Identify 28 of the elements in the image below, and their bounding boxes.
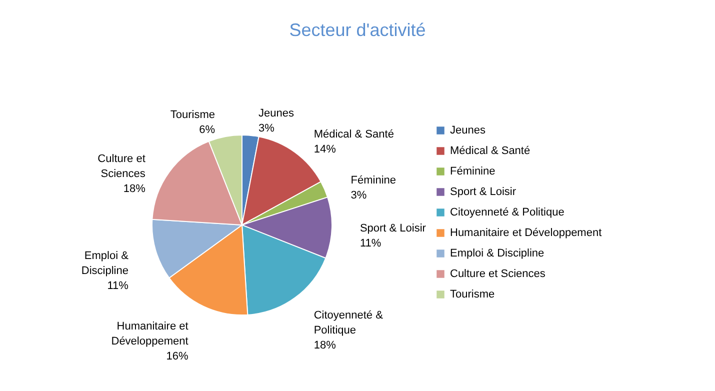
data-label: 16% (166, 350, 189, 362)
slice-label: Emploi & Discipline (81, 250, 130, 278)
legend-label: Jeunes (450, 124, 486, 136)
chart-title: Secteur d'activité (289, 20, 426, 40)
data-label: 18% (123, 183, 146, 196)
legend-label: Tourisme (450, 288, 495, 300)
legend-label: Sport & Loisir (450, 186, 516, 198)
slice-label: Jeunes (258, 107, 295, 120)
legend-label: Féminine (450, 166, 496, 178)
legend-label: Culture et Sciences (450, 268, 546, 280)
data-label: 3% (350, 190, 367, 202)
data-label: 14% (314, 143, 336, 156)
data-label: 11% (107, 280, 129, 292)
data-label: 6% (199, 124, 216, 136)
data-label: 18% (314, 340, 336, 352)
legend-label: Médical & Santé (450, 145, 530, 157)
data-label: 3% (258, 122, 275, 134)
slice-label: Humanitaire et Développement (111, 320, 188, 348)
legend-label: Emploi & Discipline (450, 248, 544, 260)
slice-label: Culture et Sciences (98, 153, 146, 180)
legend-label: Citoyenneté & Politique (450, 206, 564, 218)
data-label: 11% (360, 238, 382, 250)
slice-label: Sport & Loisir (360, 222, 426, 235)
legend-label: Humanitaire et Développement (450, 227, 602, 239)
slice-label: Féminine (350, 174, 396, 187)
slice-label: Tourisme (170, 108, 216, 121)
slice-label: Médical & Santé (314, 128, 394, 140)
slice-label: Citoyenneté & Politique (314, 310, 384, 337)
